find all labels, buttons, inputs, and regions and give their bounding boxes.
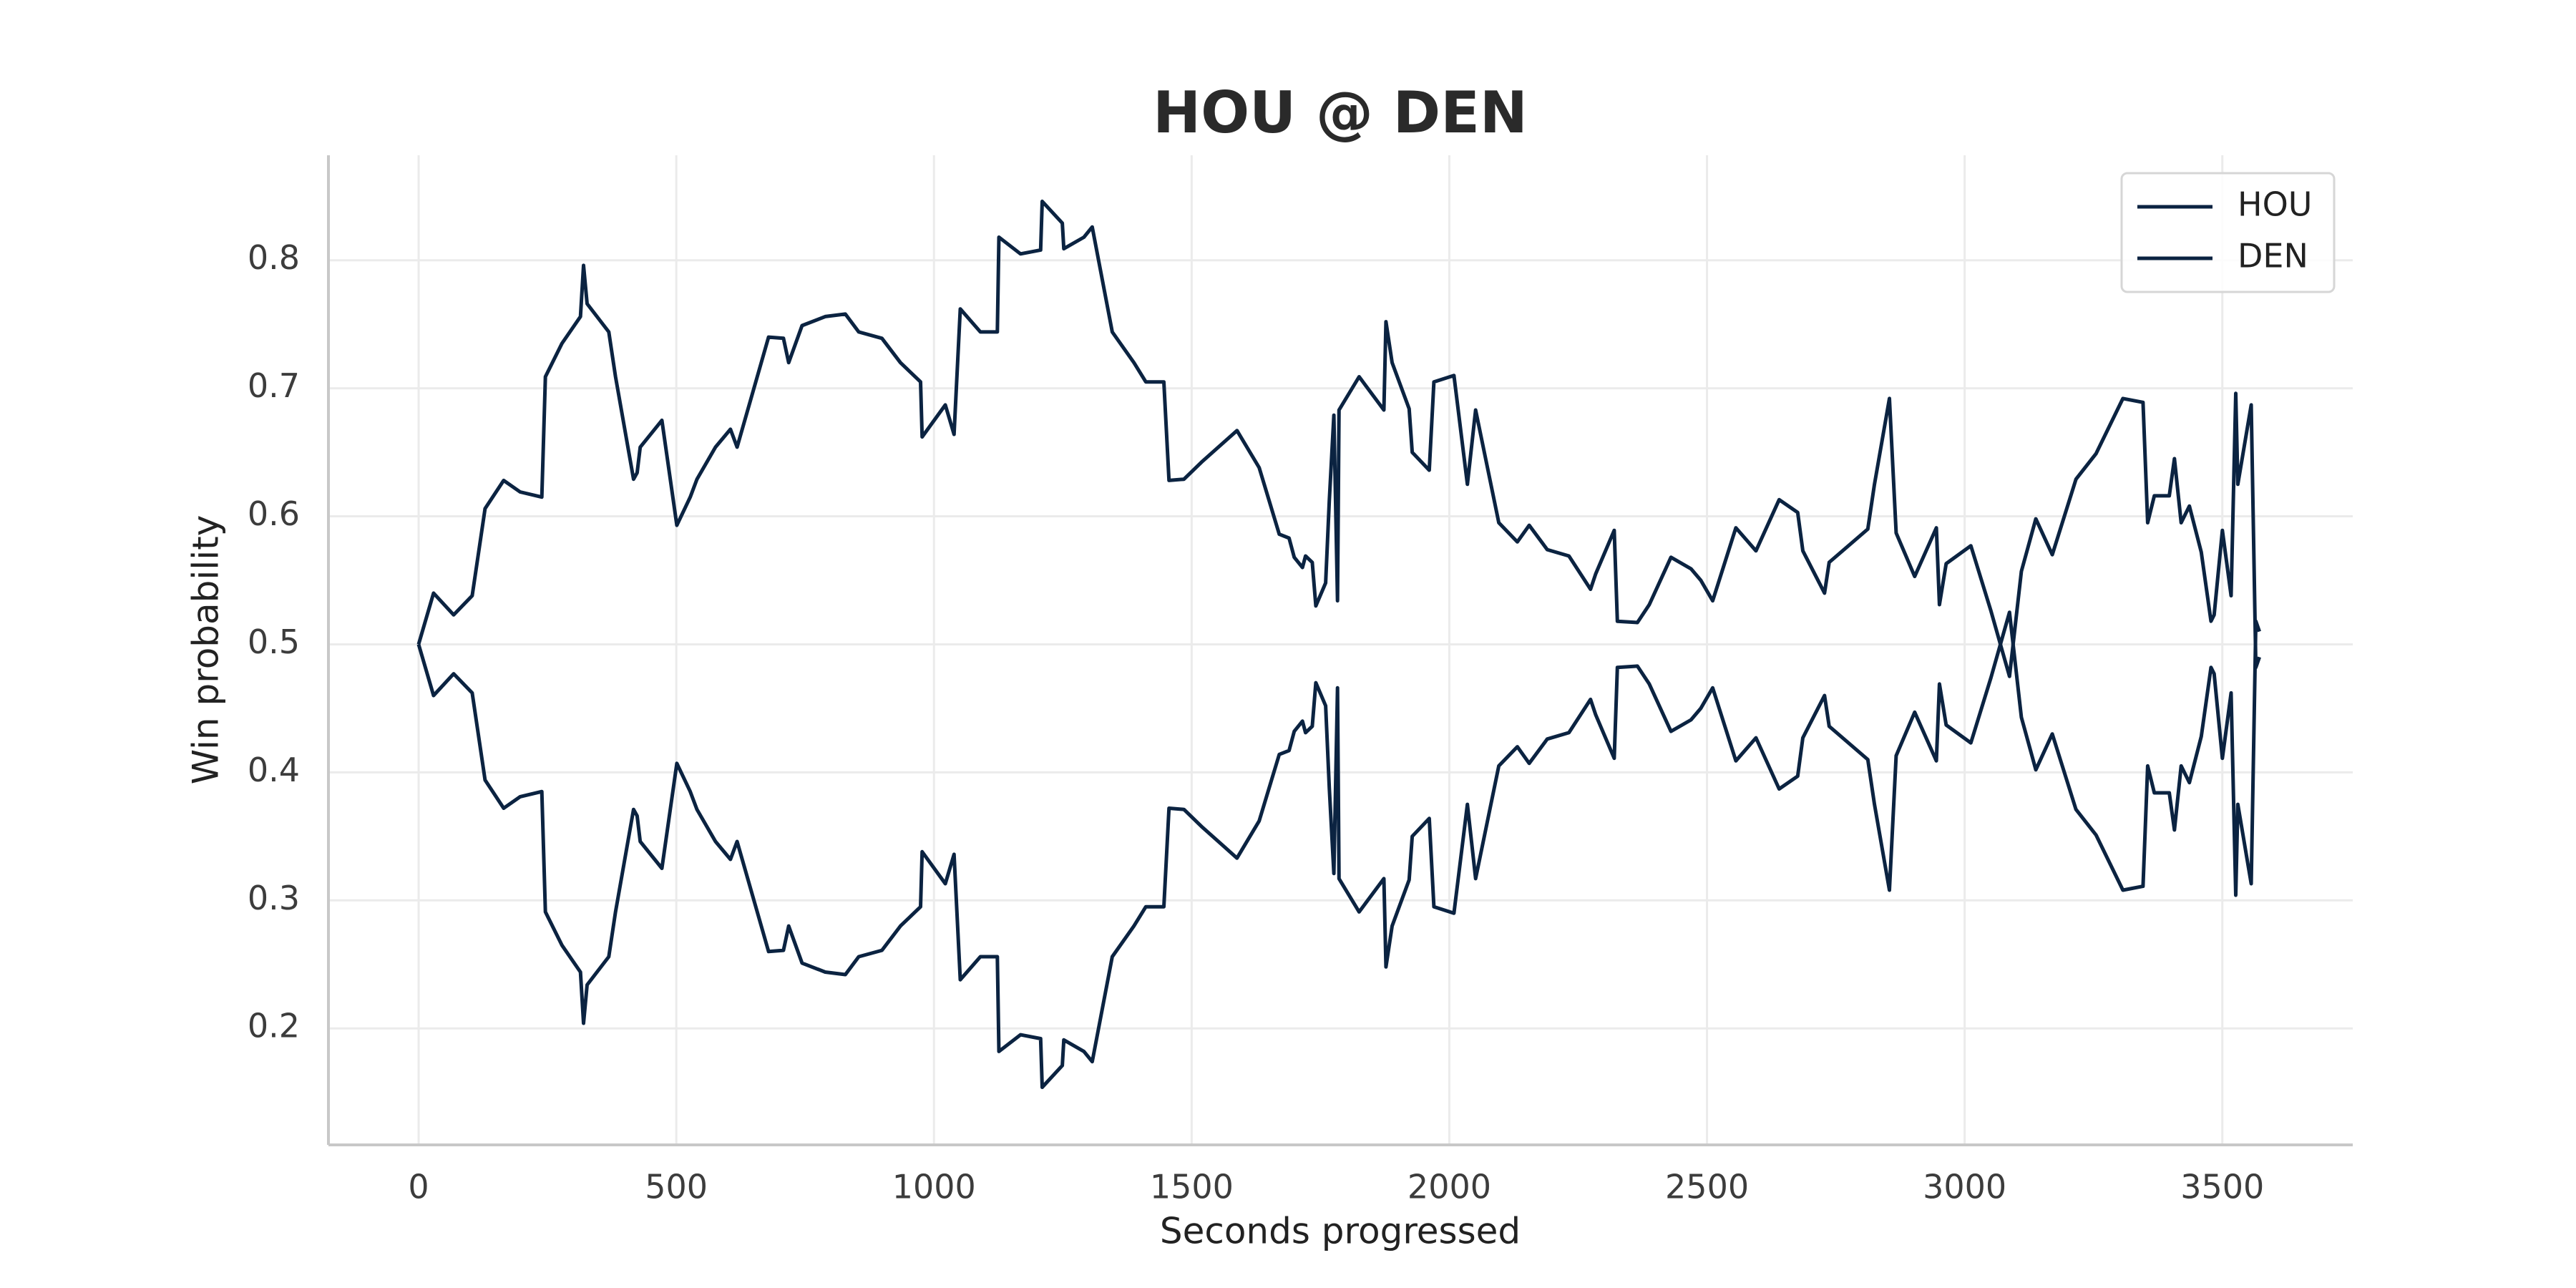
- chart-title: HOU @ DEN: [1153, 79, 1528, 146]
- x-tick-label: 1500: [1150, 1168, 1234, 1206]
- x-tick-label: 500: [645, 1168, 708, 1206]
- legend: HOU DEN: [2120, 172, 2336, 293]
- x-tick-label: 2000: [1407, 1168, 1491, 1206]
- series-line: [416, 199, 2261, 678]
- legend-label: DEN: [2238, 237, 2308, 275]
- legend-label: HOU: [2238, 185, 2312, 224]
- x-tick-label: 0: [408, 1168, 429, 1206]
- legend-box: [2120, 172, 2336, 293]
- grid: [328, 155, 2353, 1145]
- series-line: [416, 610, 2261, 1089]
- y-tick-label: 0.7: [248, 366, 300, 405]
- y-tick-label: 0.8: [248, 238, 300, 277]
- x-tick-label: 3500: [2180, 1168, 2264, 1206]
- y-tick-label: 0.2: [248, 1007, 300, 1045]
- x-tick-label: 1000: [892, 1168, 976, 1206]
- y-axis-label: Win probability: [185, 515, 227, 785]
- y-tick-label: 0.5: [248, 623, 300, 661]
- x-axis-label: Seconds progressed: [1160, 1211, 1521, 1252]
- y-tick-label: 0.4: [248, 751, 300, 789]
- y-tick-label: 0.6: [248, 494, 300, 533]
- x-tick-label: 2500: [1665, 1168, 1749, 1206]
- x-tick-label: 3000: [1923, 1168, 2006, 1206]
- y-tick-label: 0.3: [248, 879, 300, 917]
